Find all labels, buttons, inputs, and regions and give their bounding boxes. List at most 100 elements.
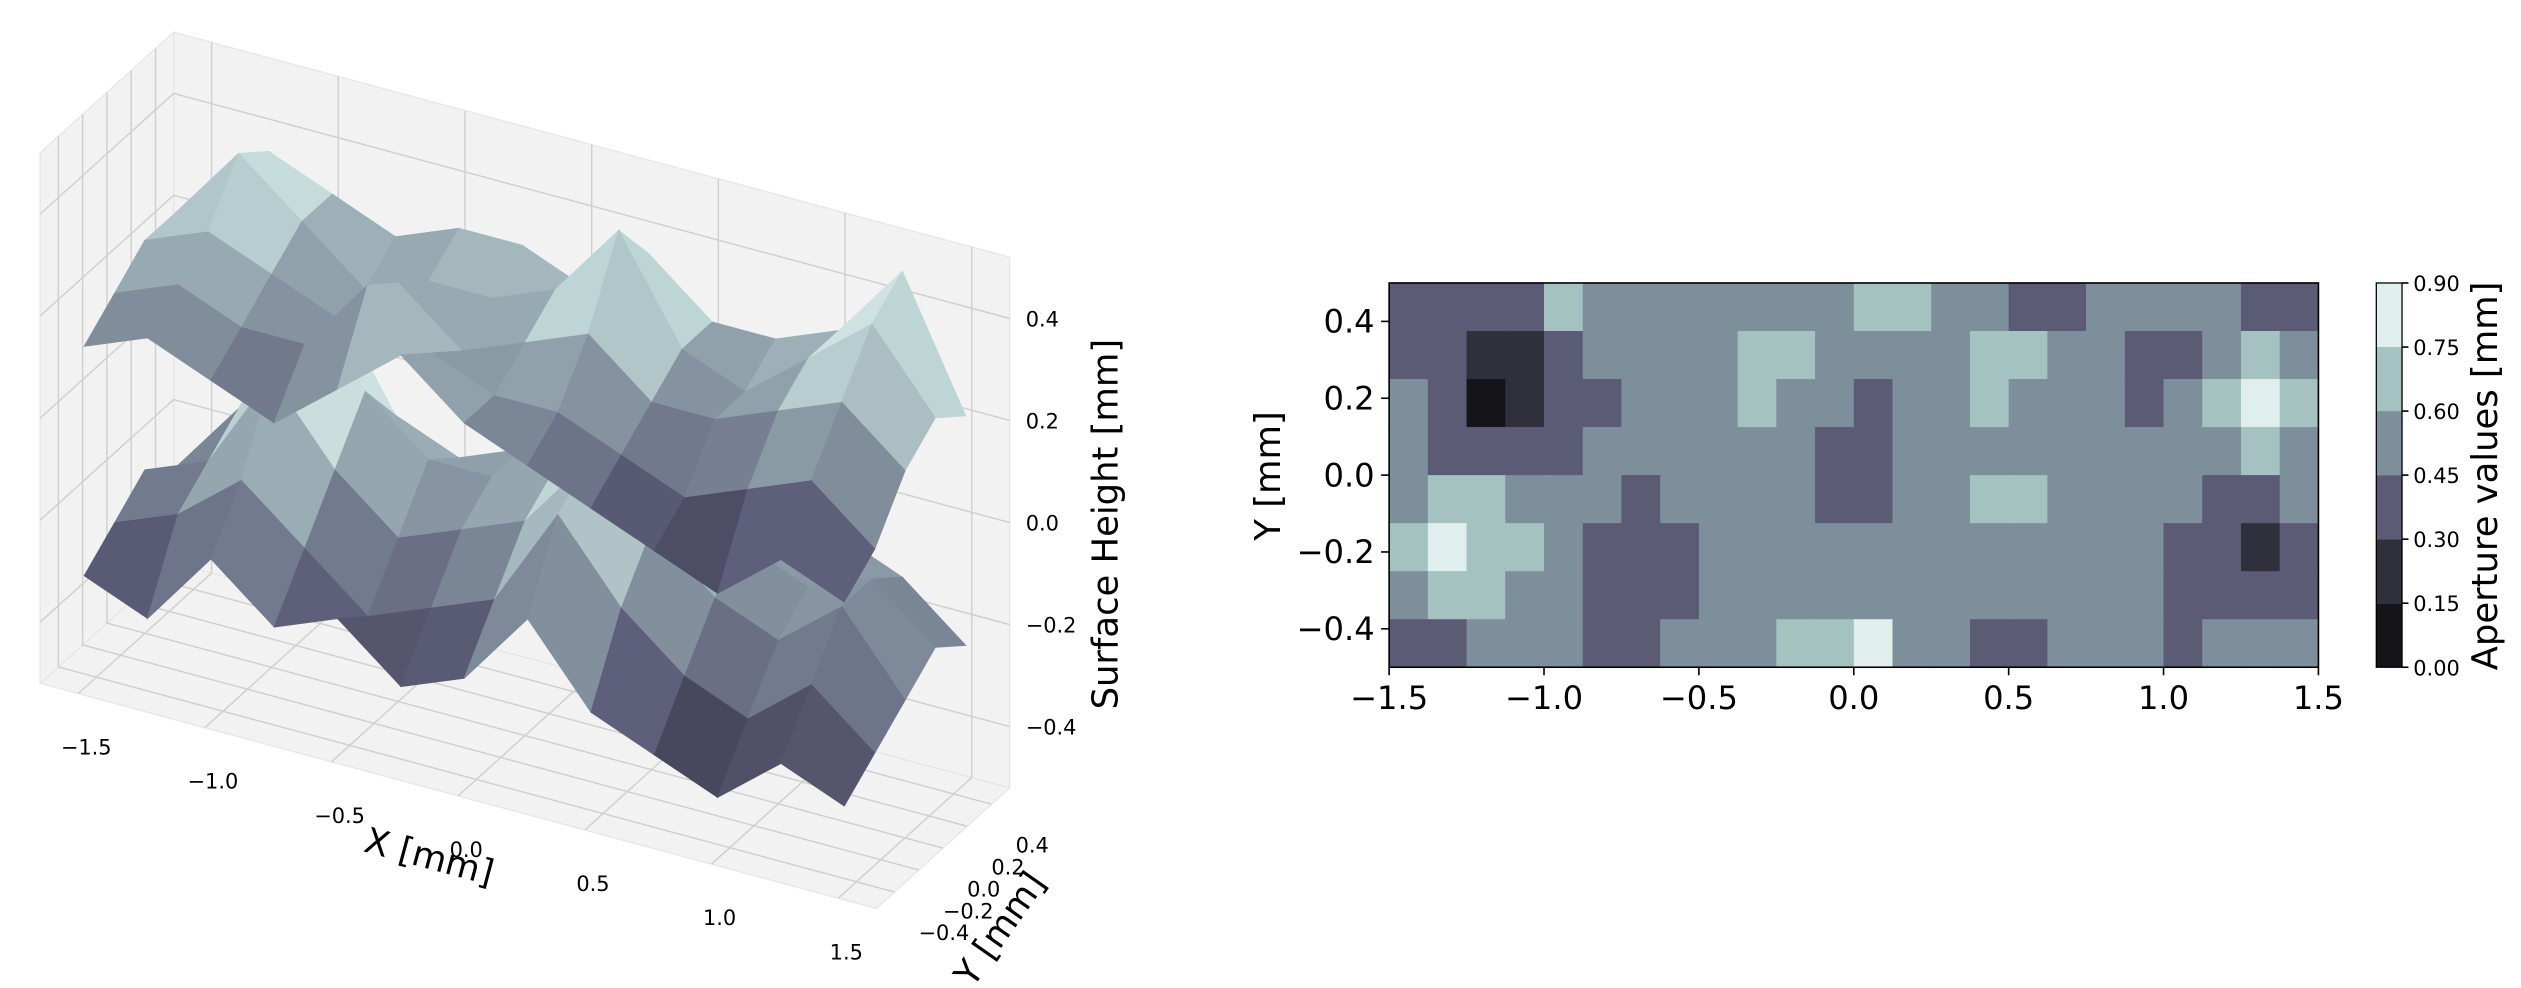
contour-cell (1544, 475, 1584, 524)
contour-cell (1389, 282, 1429, 332)
contour-cell (1737, 571, 1777, 620)
contour-cell (2047, 619, 2087, 668)
contour-cell (1969, 475, 2010, 524)
colorbar-label: Aperture values [mm] (2465, 282, 2506, 671)
contour-cell (1660, 571, 1700, 620)
contour-cell (2047, 427, 2087, 476)
contour-cell (1466, 282, 1506, 332)
contour-cell (1698, 619, 1739, 668)
contour-cell (1621, 282, 1661, 332)
contour-cell (2202, 571, 2242, 620)
contour-cell (1621, 379, 1661, 428)
contour-cell (1698, 427, 1739, 476)
contour-cell (1776, 571, 1816, 620)
contour-cell (1853, 427, 1894, 476)
z-tick-label: −0.2 (1026, 614, 1077, 638)
contour-cell (2202, 379, 2242, 428)
contour-cell (2279, 523, 2320, 572)
x-tick-label: −0.5 (1660, 679, 1738, 717)
grid-line (81, 114, 919, 871)
contour-cell (1466, 571, 1506, 620)
contour-cell (2163, 427, 2203, 476)
contour-cell (1427, 282, 1468, 332)
contour-cell (1892, 619, 1932, 668)
contour-cell (1698, 523, 1739, 572)
contour-cell (2163, 475, 2203, 524)
contour-cell (1853, 571, 1894, 620)
contour-cell (1815, 523, 1855, 572)
contour-cell (1776, 523, 1816, 572)
x-tick-label: −1.5 (1350, 679, 1428, 717)
contour-cell (1776, 427, 1816, 476)
contour-cell (1389, 475, 1429, 524)
contour-cell (1582, 475, 1623, 524)
contour-cell (1544, 619, 1584, 668)
x-tick-label: 1.0 (703, 906, 736, 930)
contour-cell (1660, 331, 1700, 380)
contour-cell (1969, 619, 2010, 668)
contour-cell (1660, 427, 1700, 476)
contour-cell (1853, 475, 1894, 524)
y-tick-label: 0.2 (1324, 380, 1375, 418)
grid-line (106, 92, 944, 849)
contour-cell (1660, 523, 1700, 572)
contour-cell (1776, 379, 1816, 428)
colorbar-tick-label: 0.60 (2413, 400, 2460, 424)
contour-cell (1505, 282, 1545, 332)
contour-cell (1931, 331, 1971, 380)
contour-cell (1737, 523, 1777, 572)
contour-cell (1815, 379, 1855, 428)
contour-cell (2240, 331, 2281, 380)
contour-cell (1621, 427, 1661, 476)
contour-cell (2279, 282, 2320, 332)
contour-cell (2047, 523, 2087, 572)
x-tick-label: 1.5 (830, 940, 863, 964)
contour-cell (1892, 475, 1932, 524)
contour-cell (1544, 379, 1584, 428)
contour-cell (1698, 379, 1739, 428)
contour-cell (1621, 571, 1661, 620)
contour-cell (1853, 282, 1894, 332)
contour-cell (2202, 523, 2242, 572)
contour-cell (2202, 282, 2242, 332)
contour-cell (1389, 331, 1429, 380)
contour-cell (1582, 427, 1623, 476)
contour-cell (1621, 523, 1661, 572)
y-tick-label: 0.0 (1324, 456, 1375, 494)
x-tick-label: −1.5 (61, 736, 112, 760)
contour-cell (1815, 427, 1855, 476)
contour-cell (2240, 379, 2281, 428)
contour-cell (1505, 427, 1545, 476)
contour-cell (1582, 571, 1623, 620)
contour-cell (1660, 475, 1700, 524)
contour-cell (1427, 331, 1468, 380)
contour-cell (2124, 282, 2165, 332)
contour-cell (1389, 523, 1429, 572)
contour-cell (1505, 475, 1545, 524)
contour-cell (2279, 379, 2320, 428)
x-tick-label: 0.0 (450, 838, 483, 862)
contour-cell (2163, 379, 2203, 428)
colorbar-tick-label: 0.30 (2413, 528, 2460, 552)
colorbar-segment (2376, 475, 2403, 540)
contour-cell (2086, 331, 2126, 380)
contour-cell (1698, 331, 1739, 380)
contour-cell (2240, 571, 2281, 620)
contour-cell (1737, 282, 1777, 332)
contour-cell (2163, 523, 2203, 572)
z-tick-label: 0.4 (1026, 308, 1059, 332)
contour-cell (2124, 523, 2165, 572)
contour-cell (1853, 379, 1894, 428)
contour-cell (2008, 331, 2049, 380)
y-tick-label: −0.4 (919, 921, 970, 945)
contour-cell (2047, 282, 2087, 332)
contour-cell (1389, 571, 1429, 620)
contour-cell (1505, 571, 1545, 620)
contour-cell (2086, 619, 2126, 668)
contour-cell (1931, 427, 1971, 476)
contour-cell (1505, 331, 1545, 380)
contour-cell (1389, 619, 1429, 668)
contour-cell (2202, 475, 2242, 524)
contour-cell (1853, 619, 1894, 668)
